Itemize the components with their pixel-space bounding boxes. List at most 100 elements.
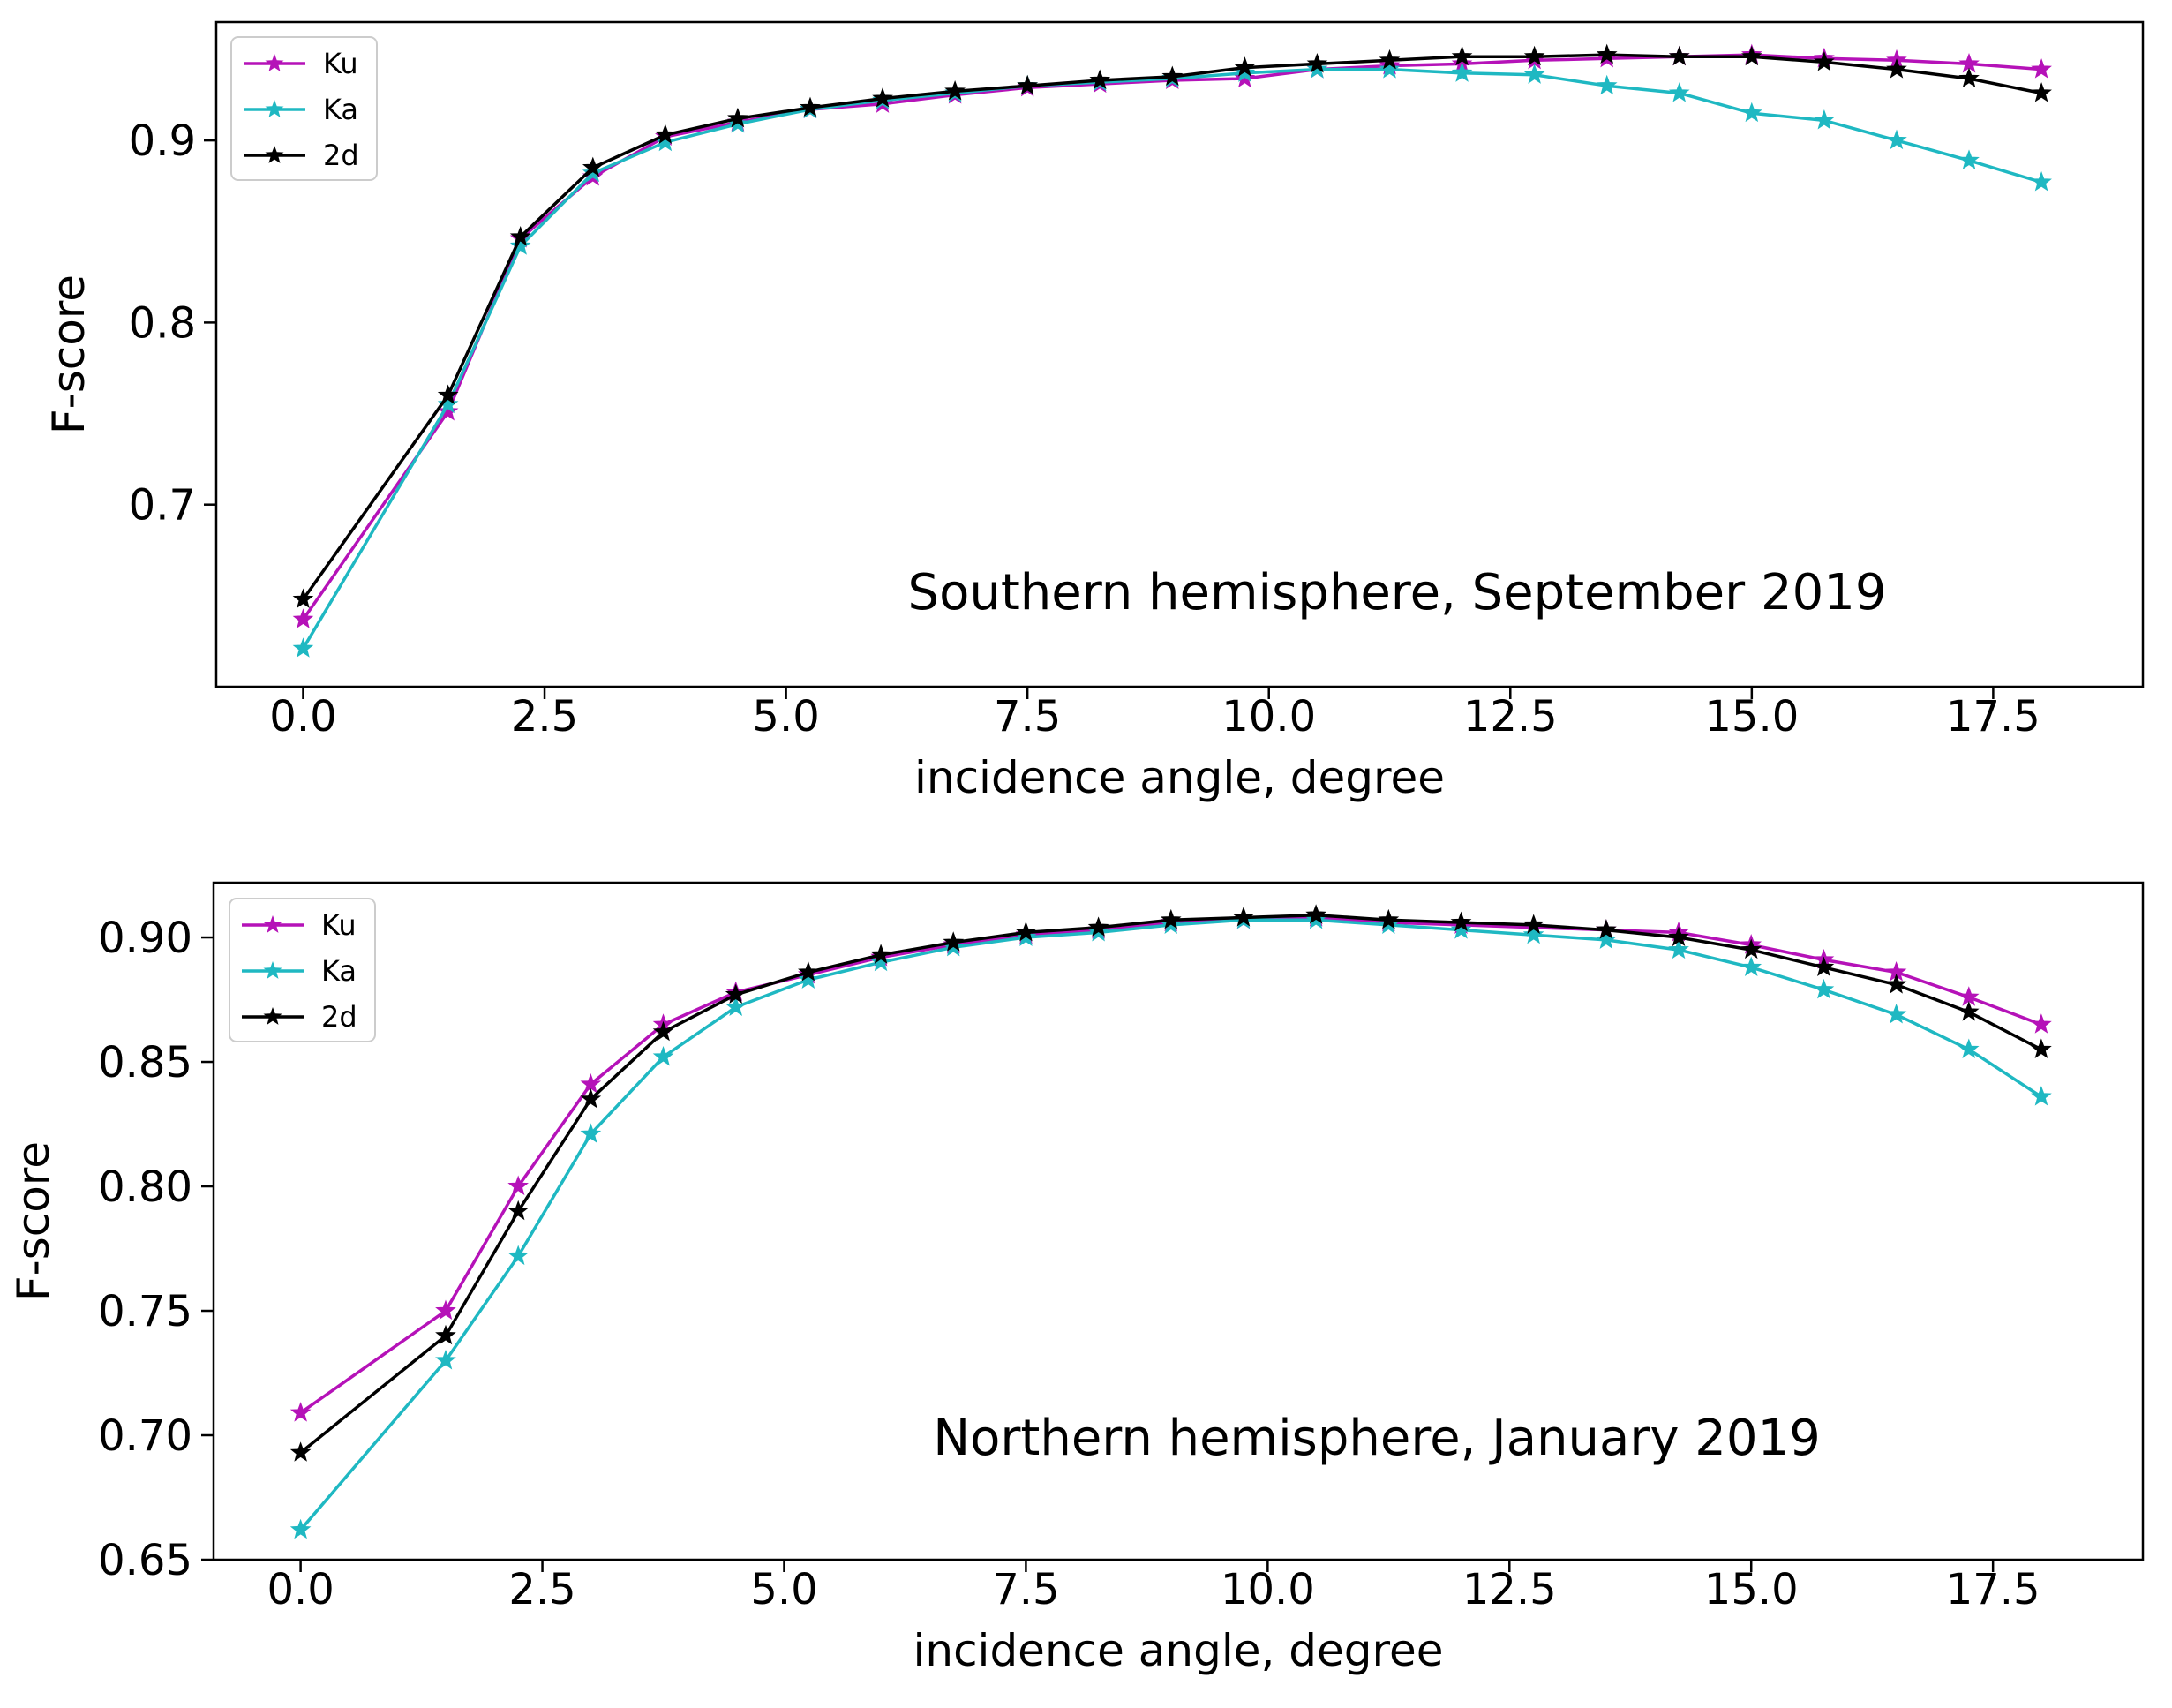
- x-axis-label: incidence angle, degree: [913, 1625, 1443, 1676]
- data-point-2d: [1017, 74, 1038, 95]
- x-axis-label: incidence angle, degree: [914, 752, 1445, 803]
- data-point-2d: [1305, 904, 1326, 924]
- data-point-Ka: [1451, 62, 1473, 82]
- legend-label-2d: 2d: [321, 1000, 357, 1034]
- data-point-2d: [1958, 1001, 1980, 1021]
- series-line-Ka: [299, 918, 2042, 1531]
- data-point-2d: [798, 961, 819, 982]
- data-point-2d: [1668, 45, 1690, 66]
- data-point-2d: [1451, 45, 1473, 66]
- legend-marker-Ku: [263, 915, 282, 933]
- legend-marker-Ka: [263, 961, 282, 979]
- y-tick-label: 0.70: [98, 1411, 192, 1461]
- data-point-Ka: [1668, 82, 1690, 102]
- y-tick-label: 0.7: [129, 481, 196, 530]
- data-point-2d: [435, 1324, 456, 1345]
- legend-label-Ku: Ku: [321, 908, 357, 942]
- y-tick-label: 0.9: [129, 117, 196, 166]
- chart-2: 0.0 2.5 5.0 7.5 10.0 12.5 15.0 17.5 0.65 0.70 0.75…: [8, 881, 2145, 1676]
- x-tick-label: 12.5: [1463, 692, 1558, 741]
- y-tick-label: 0.75: [98, 1287, 192, 1336]
- legend-marker-2d: [265, 146, 284, 163]
- y-tick-label: 0.65: [98, 1536, 192, 1585]
- data-point-2d: [1596, 919, 1617, 939]
- legend-marker-Ka: [265, 100, 284, 117]
- data-point-2d: [1089, 69, 1111, 90]
- data-point-Ka: [289, 1518, 312, 1539]
- data-point-2d: [1161, 65, 1184, 86]
- data-point-2d: [507, 1200, 529, 1221]
- data-point-2d: [1886, 58, 1907, 79]
- legend: Ku Ka 2d: [230, 36, 378, 181]
- data-point-Ku: [2031, 58, 2052, 79]
- legend-marker-Ku: [265, 54, 284, 71]
- data-point-2d: [2031, 82, 2052, 102]
- data-point-2d: [800, 96, 821, 117]
- data-point-2d: [1450, 911, 1472, 932]
- data-point-2d: [943, 931, 965, 952]
- y-tick-label: 0.85: [98, 1038, 192, 1087]
- series-line-Ku: [302, 53, 2042, 621]
- y-tick-label: 0.8: [129, 298, 196, 348]
- legend-label-Ka: Ka: [323, 93, 358, 126]
- data-point-Ka: [1886, 129, 1907, 150]
- data-point-2d: [582, 156, 604, 177]
- data-point-2d: [727, 107, 748, 128]
- x-tick-label: 2.5: [508, 1565, 575, 1614]
- series-line-2d: [299, 913, 2042, 1455]
- data-point-Ka: [435, 1349, 456, 1370]
- data-point-Ka: [507, 1245, 529, 1266]
- data-point-2d: [1813, 956, 1835, 976]
- x-tick-label: 2.5: [511, 692, 578, 741]
- data-point-Ka: [1596, 74, 1618, 95]
- x-tick-label: 7.5: [992, 1565, 1059, 1614]
- data-point-Ka: [1740, 956, 1762, 976]
- data-point-Ka: [509, 235, 531, 255]
- data-point-Ka: [292, 637, 314, 658]
- data-point-Ka: [1958, 1038, 1980, 1058]
- data-point-2d: [1740, 938, 1762, 959]
- data-point-2d: [1087, 916, 1109, 937]
- legend-label-Ka: Ka: [321, 954, 357, 988]
- data-point-2d: [292, 588, 314, 609]
- plot-frame: [214, 20, 2145, 688]
- legend: Ku Ka 2d: [229, 898, 376, 1042]
- data-point-Ka: [652, 1045, 674, 1066]
- y-axis-label: F-score: [43, 275, 94, 434]
- data-point-Ka: [1523, 64, 1545, 84]
- data-point-2d: [1885, 974, 1907, 994]
- data-point-2d: [1378, 908, 1400, 929]
- data-point-Ku: [289, 1402, 312, 1422]
- data-point-Ka: [1450, 919, 1472, 939]
- data-point-2d: [1379, 49, 1401, 70]
- data-point-2d: [1306, 52, 1328, 73]
- data-point-2d: [1522, 914, 1544, 934]
- data-point-2d: [1015, 921, 1037, 942]
- data-point-2d: [1741, 45, 1762, 66]
- data-point-Ka: [2031, 1086, 2052, 1106]
- y-axis-label: F-score: [8, 1141, 59, 1301]
- data-point-Ka: [1379, 58, 1401, 79]
- data-point-Ka: [1668, 938, 1689, 959]
- chart-annotation: Southern hemisphere, September 2019: [908, 564, 1887, 621]
- data-point-Ku: [2031, 1013, 2052, 1034]
- data-point-Ku: [437, 401, 459, 421]
- data-point-Ku: [507, 1175, 529, 1196]
- series-line-Ku: [299, 915, 2042, 1415]
- data-point-2d: [652, 1020, 674, 1042]
- x-tick-label: 10.0: [1221, 692, 1316, 741]
- x-tick-label: 15.0: [1704, 1565, 1799, 1614]
- data-point-2d: [437, 384, 459, 404]
- data-point-2d: [1596, 43, 1618, 64]
- data-point-2d: [655, 124, 676, 144]
- data-point-2d: [872, 87, 893, 108]
- x-tick-label: 0.0: [267, 1565, 334, 1614]
- x-tick-label: 12.5: [1462, 1565, 1557, 1614]
- legend-label-2d: 2d: [323, 139, 359, 172]
- data-point-Ka: [1958, 149, 1980, 169]
- x-tick-label: 5.0: [750, 1565, 817, 1614]
- data-point-Ka: [1885, 1004, 1907, 1024]
- legend-marker-2d: [263, 1007, 282, 1025]
- data-point-2d: [1958, 67, 1980, 88]
